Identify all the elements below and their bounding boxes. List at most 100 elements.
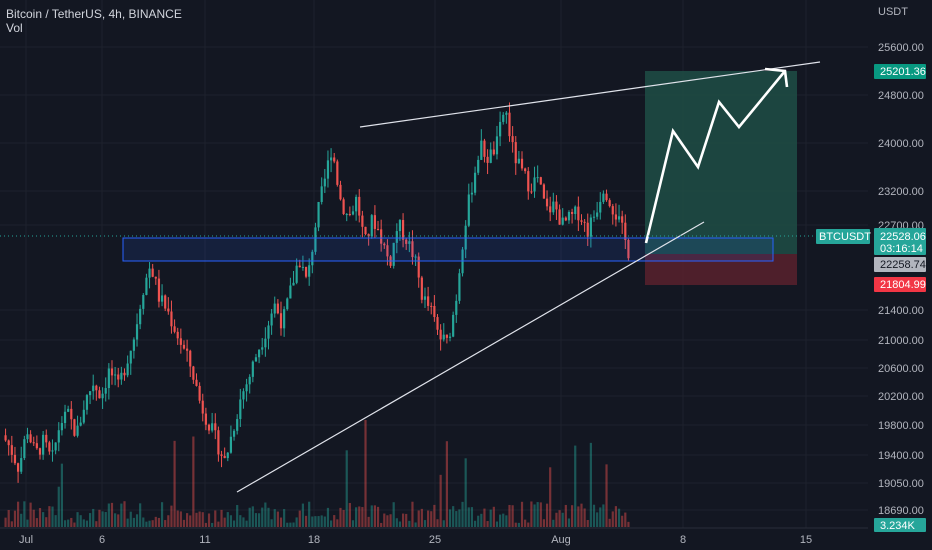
volume-bar — [29, 502, 32, 527]
candle-body — [351, 211, 355, 215]
volume-bar — [545, 503, 549, 527]
volume-bar — [157, 517, 161, 527]
candle-body — [142, 294, 145, 309]
candle-body — [160, 295, 164, 302]
candle-body — [592, 216, 596, 218]
candle-body — [267, 325, 270, 339]
candle-body — [539, 177, 542, 185]
volume-bar — [139, 503, 142, 527]
target-price-tag: 25201.36 — [874, 64, 926, 79]
candle-body — [151, 268, 154, 277]
candle-body — [511, 136, 514, 143]
candle-body — [574, 206, 577, 214]
price-axis[interactable]: USDT 25600.0024800.0024000.0023200.00227… — [878, 6, 924, 517]
stop-price-tag: 21804.99 — [874, 277, 926, 292]
candle-body — [7, 440, 10, 446]
candle-body — [223, 455, 226, 459]
candle-body — [82, 409, 85, 423]
lower-trendline[interactable] — [236, 221, 705, 493]
volume-bar — [267, 507, 270, 527]
volume-bar — [82, 519, 85, 527]
candle-body — [549, 206, 552, 213]
volume-bar — [160, 502, 164, 527]
candle-body — [477, 159, 480, 173]
volume-bar — [54, 515, 57, 527]
candle-body — [192, 366, 195, 380]
candle-body — [170, 311, 173, 327]
volume-bar — [373, 505, 377, 527]
candle-body — [530, 191, 533, 193]
upper-trendline[interactable] — [359, 61, 821, 128]
volume-bar — [605, 464, 608, 527]
volume-bar — [20, 513, 23, 527]
loss-zone[interactable] — [645, 254, 797, 285]
candle-body — [254, 357, 258, 362]
volume-bar — [217, 521, 220, 527]
volume-bar — [283, 509, 286, 527]
candle-body — [229, 436, 233, 453]
candle-body — [470, 192, 474, 195]
candle-body — [45, 434, 48, 443]
volume-bar — [301, 503, 305, 527]
volume-bar — [380, 522, 383, 527]
candle-body — [232, 430, 236, 437]
candle-body — [542, 184, 546, 199]
time-tick-label: Aug — [551, 534, 571, 546]
symbol-title[interactable]: Bitcoin / TetherUS, 4h, BINANCE — [6, 7, 182, 21]
volume-bar — [552, 519, 555, 527]
candle-body — [167, 308, 170, 312]
volume-indicator-label[interactable]: Vol — [6, 21, 23, 35]
candle-body — [186, 348, 189, 351]
volume-bar — [608, 518, 611, 527]
volume-bar — [420, 508, 423, 527]
candle-body — [326, 160, 330, 179]
candle-body — [580, 220, 583, 222]
profit-zone[interactable] — [645, 71, 797, 254]
volume-bar — [16, 501, 20, 527]
volume-bar — [542, 519, 546, 527]
candle-body — [114, 374, 117, 376]
candle-body — [564, 217, 567, 221]
volume-bar — [88, 513, 92, 527]
volume-bars — [4, 419, 630, 527]
candle-body — [386, 245, 389, 257]
candle-body — [570, 211, 574, 214]
candle-body — [370, 215, 373, 237]
candle-body — [148, 268, 151, 278]
candle-body — [13, 454, 17, 464]
volume-bar — [427, 510, 430, 527]
volume-bar — [148, 520, 151, 527]
volume-bar — [611, 511, 614, 527]
volume-bar — [63, 520, 67, 527]
candle-body — [448, 336, 452, 338]
candle-body — [492, 149, 495, 155]
volume-bar — [204, 522, 207, 527]
volume-bar — [57, 486, 60, 527]
candle-body — [248, 376, 251, 385]
volume-bar — [364, 419, 367, 527]
candle-body — [195, 379, 198, 386]
candle-body — [88, 391, 92, 396]
candle-body — [621, 216, 624, 223]
volume-bar — [38, 508, 42, 527]
volume-bar — [170, 505, 173, 527]
volume-bar — [270, 519, 273, 527]
volume-bar — [524, 519, 527, 527]
candle-body — [292, 282, 295, 286]
support-zone[interactable] — [122, 237, 774, 262]
volume-bar — [51, 506, 54, 527]
candle-body — [508, 112, 511, 137]
volume-bar — [367, 516, 370, 527]
projection-path[interactable] — [644, 70, 787, 244]
volume-bar — [107, 503, 110, 527]
candle-body — [414, 256, 417, 258]
time-axis[interactable]: Jul 6 11 18 25 Aug 8 15 — [19, 534, 812, 546]
price-tick-label: 19400.00 — [878, 450, 924, 462]
candle-body — [201, 400, 204, 414]
volume-bar — [574, 445, 577, 527]
volume-bar — [602, 504, 605, 527]
volume-bar — [45, 517, 48, 527]
candle-body — [236, 419, 239, 431]
candle-body — [48, 442, 51, 452]
